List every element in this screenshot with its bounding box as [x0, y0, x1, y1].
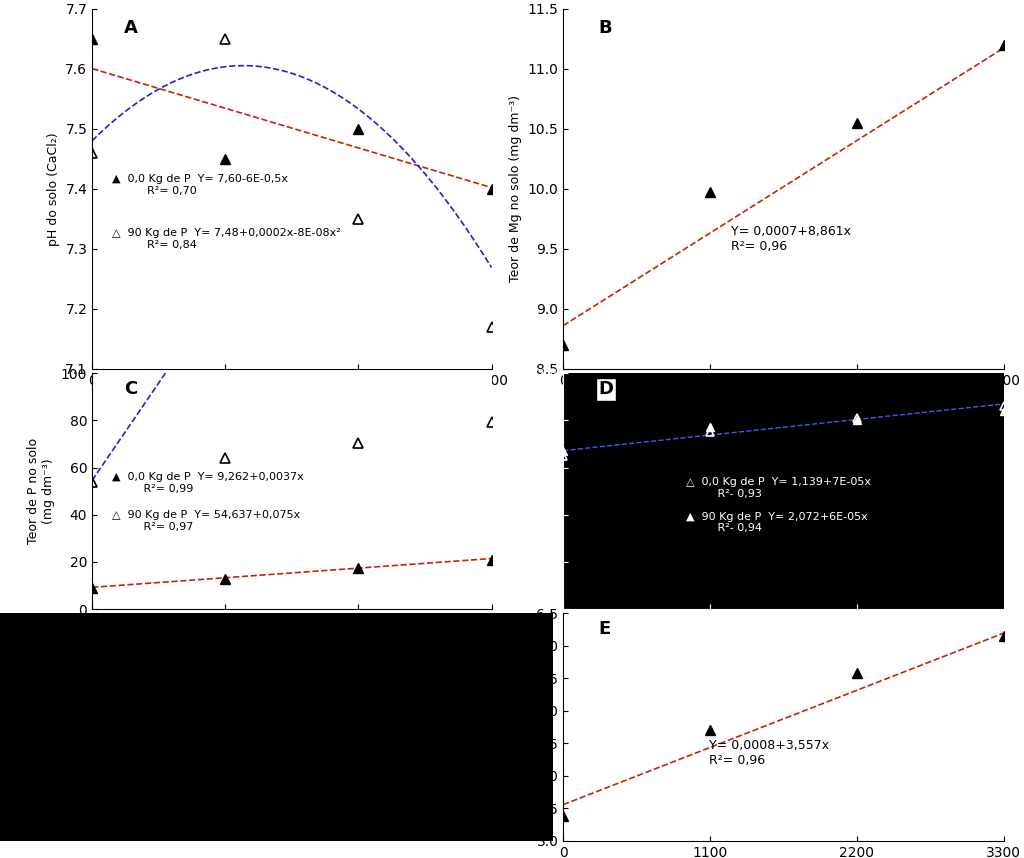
Text: Y= 0,0008+3,557x
R²= 0,96: Y= 0,0008+3,557x R²= 0,96 [709, 739, 828, 766]
Text: Y= 0,0007+8,861x
R²= 0,96: Y= 0,0007+8,861x R²= 0,96 [730, 225, 851, 253]
X-axis label: Doses de  torta de mamona (kg ha⁻¹): Doses de torta de mamona (kg ha⁻¹) [162, 633, 422, 647]
Text: ▲  0,0 Kg de P  Y= 9,262+0,0037x
         R²= 0,99: ▲ 0,0 Kg de P Y= 9,262+0,0037x R²= 0,99 [113, 473, 304, 494]
X-axis label: Doses de  torta de mamona (kg ha⁻¹): Doses de torta de mamona (kg ha⁻¹) [653, 633, 913, 647]
Text: D: D [598, 380, 613, 398]
Y-axis label: Teor de P no solo
(mg dm⁻³): Teor de P no solo (mg dm⁻³) [28, 438, 55, 544]
X-axis label: Doses de  torta de mamona (kg ha⁻¹): Doses de torta de mamona (kg ha⁻¹) [653, 393, 913, 407]
Y-axis label: Teor de Mg no solo (mg dm⁻³): Teor de Mg no solo (mg dm⁻³) [509, 95, 522, 282]
Y-axis label: pH do solo (CaCl₂): pH do solo (CaCl₂) [47, 132, 59, 245]
Text: C: C [124, 380, 137, 398]
Y-axis label: Teor de M.O no solo (mg dm⁻³): Teor de M.O no solo (mg dm⁻³) [518, 631, 530, 824]
Y-axis label: Teor de K no solo (mg dm⁻³): Teor de K no solo (mg dm⁻³) [518, 403, 530, 579]
Text: △  90 Kg de P  Y= 54,637+0,075x
         R²= 0,97: △ 90 Kg de P Y= 54,637+0,075x R²= 0,97 [113, 510, 300, 532]
Text: A: A [124, 20, 138, 38]
Text: B: B [598, 20, 612, 38]
X-axis label: Doses de  torta de mamona (Kg ha⁻¹): Doses de torta de mamona (Kg ha⁻¹) [161, 393, 423, 407]
Text: △  0,0 Kg de P  Y= 1,139+7E-05x
         R²- 0,93

▲  90 Kg de P  Y= 2,072+6E-05: △ 0,0 Kg de P Y= 1,139+7E-05x R²- 0,93 ▲… [686, 477, 871, 534]
Text: △  90 Kg de P  Y= 7,48+0,0002x-8E-08x²
          R²= 0,84: △ 90 Kg de P Y= 7,48+0,0002x-8E-08x² R²=… [113, 228, 341, 250]
Text: ▲  0,0 Kg de P  Y= 7,60-6E-0,5x
          R²= 0,70: ▲ 0,0 Kg de P Y= 7,60-6E-0,5x R²= 0,70 [113, 174, 288, 196]
Text: E: E [598, 620, 610, 638]
